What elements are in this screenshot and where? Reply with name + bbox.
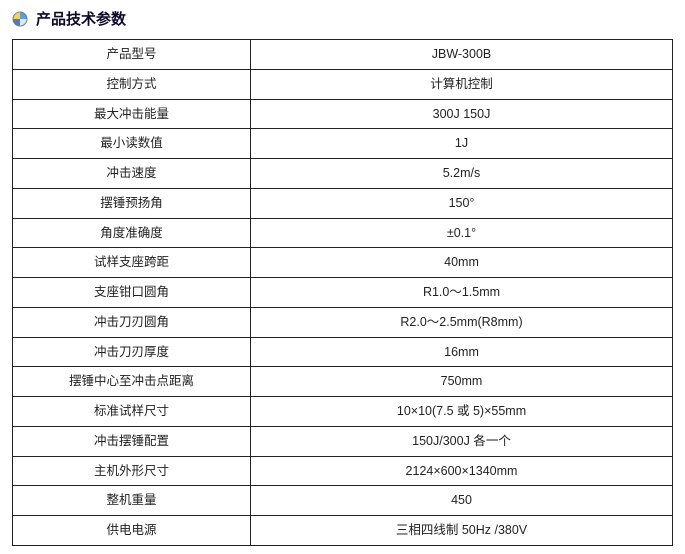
table-row: 冲击刀刃圆角R2.0～2.5mm(R8mm) <box>13 307 673 337</box>
spec-value: 2124×600×1340mm <box>251 456 673 486</box>
spec-value: JBW-300B <box>251 40 673 70</box>
spec-value: R2.0～2.5mm(R8mm) <box>251 307 673 337</box>
table-row: 标准试样尺寸10×10(7.5 或 5)×55mm <box>13 397 673 427</box>
spec-label: 冲击速度 <box>13 159 251 189</box>
spec-label: 供电电源 <box>13 516 251 546</box>
table-row: 支座钳口圆角R1.0～1.5mm <box>13 278 673 308</box>
table-row: 试样支座跨距40mm <box>13 248 673 278</box>
spec-label: 主机外形尺寸 <box>13 456 251 486</box>
table-row: 摆锤中心至冲击点距离750mm <box>13 367 673 397</box>
spec-value: 300J 150J <box>251 99 673 129</box>
spec-value: 150° <box>251 188 673 218</box>
table-row: 冲击摆锤配置150J/300J 各一个 <box>13 426 673 456</box>
spec-table: 产品型号JBW-300B控制方式计算机控制最大冲击能量300J 150J最小读数… <box>12 39 673 546</box>
spec-value: 计算机控制 <box>251 69 673 99</box>
table-row: 整机重量450 <box>13 486 673 516</box>
spec-value: 1J <box>251 129 673 159</box>
spec-value: 三相四线制 50Hz /380V <box>251 516 673 546</box>
spec-value: 10×10(7.5 或 5)×55mm <box>251 397 673 427</box>
spec-value: 150J/300J 各一个 <box>251 426 673 456</box>
spec-label: 角度准确度 <box>13 218 251 248</box>
spec-value: ±0.1° <box>251 218 673 248</box>
table-row: 摆锤预扬角150° <box>13 188 673 218</box>
spec-label: 支座钳口圆角 <box>13 278 251 308</box>
table-row: 供电电源三相四线制 50Hz /380V <box>13 516 673 546</box>
spec-label: 冲击刀刃厚度 <box>13 337 251 367</box>
spec-label: 摆锤中心至冲击点距离 <box>13 367 251 397</box>
spec-label: 整机重量 <box>13 486 251 516</box>
table-row: 冲击刀刃厚度16mm <box>13 337 673 367</box>
spec-label: 最小读数值 <box>13 129 251 159</box>
table-row: 控制方式计算机控制 <box>13 69 673 99</box>
spec-value: 750mm <box>251 367 673 397</box>
pie-bullet-icon <box>12 11 28 27</box>
spec-value: 5.2m/s <box>251 159 673 189</box>
spec-label: 最大冲击能量 <box>13 99 251 129</box>
spec-label: 摆锤预扬角 <box>13 188 251 218</box>
spec-label: 控制方式 <box>13 69 251 99</box>
table-row: 最小读数值1J <box>13 129 673 159</box>
table-row: 冲击速度5.2m/s <box>13 159 673 189</box>
table-row: 产品型号JBW-300B <box>13 40 673 70</box>
section-title: 产品技术参数 <box>36 8 126 29</box>
table-row: 主机外形尺寸2124×600×1340mm <box>13 456 673 486</box>
section-header: 产品技术参数 <box>12 8 673 29</box>
table-row: 最大冲击能量300J 150J <box>13 99 673 129</box>
spec-label: 标准试样尺寸 <box>13 397 251 427</box>
spec-label: 产品型号 <box>13 40 251 70</box>
spec-value: 16mm <box>251 337 673 367</box>
table-row: 角度准确度±0.1° <box>13 218 673 248</box>
spec-value: R1.0～1.5mm <box>251 278 673 308</box>
spec-label: 试样支座跨距 <box>13 248 251 278</box>
spec-label: 冲击刀刃圆角 <box>13 307 251 337</box>
spec-value: 450 <box>251 486 673 516</box>
spec-value: 40mm <box>251 248 673 278</box>
spec-label: 冲击摆锤配置 <box>13 426 251 456</box>
